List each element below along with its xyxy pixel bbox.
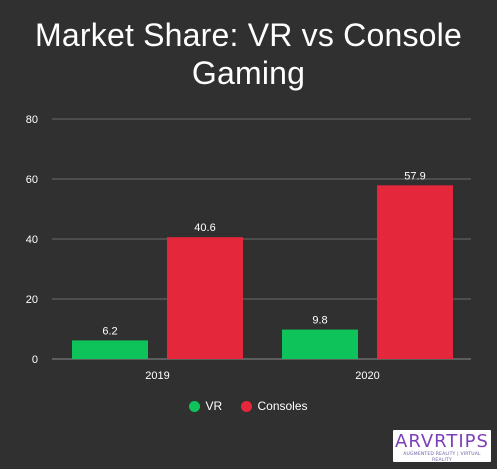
y-tick-label-80: 80 [26, 114, 38, 126]
bar-vr-2020 [282, 329, 358, 359]
legend-item-vr[interactable]: VR [189, 398, 222, 414]
chart-title: Market Share: VR vs Console Gaming [0, 16, 497, 92]
chart-title-line-1: Market Share: VR vs Console [35, 17, 462, 53]
bars [72, 185, 453, 359]
chart-legend: VR Consoles [0, 398, 497, 416]
y-tick-label-20: 20 [26, 294, 38, 306]
bar-consoles-2019 [167, 237, 243, 359]
consoles-swatch-icon [241, 400, 253, 412]
logo-text: ARVRTIPS [395, 431, 489, 452]
bar-vr-2019 [72, 340, 148, 359]
data-labels: 6.2 40.6 9.8 57.9 [102, 170, 425, 337]
data-label-vr-2019: 6.2 [102, 325, 117, 337]
y-tick-label-60: 60 [26, 174, 38, 186]
data-label-vr-2020: 9.8 [312, 315, 327, 327]
y-tick-label-0: 0 [32, 354, 38, 366]
logo-tagline: AUGMENTED REALITY | VIRTUAL REALITY [403, 452, 481, 462]
bar-consoles-2020 [377, 185, 453, 359]
data-label-consoles-2019: 40.6 [194, 222, 215, 234]
x-axis-tick-labels: 2019 2020 [145, 370, 379, 382]
vr-swatch-icon [189, 400, 201, 412]
x-tick-label-2020: 2020 [355, 370, 379, 382]
arvrtips-logo: ARVRTIPS AUGMENTED REALITY | VIRTUAL REA… [393, 430, 491, 462]
x-tick-label-2019: 2019 [145, 370, 169, 382]
legend-item-consoles[interactable]: Consoles [241, 398, 308, 414]
legend-label-vr: VR [205, 399, 223, 413]
chart-title-line-2: Gaming [191, 55, 306, 91]
y-tick-label-40: 40 [26, 234, 38, 246]
data-label-consoles-2020: 57.9 [404, 170, 425, 182]
legend-label-consoles: Consoles [257, 399, 308, 413]
y-axis-tick-labels: 0 20 40 60 80 [26, 114, 38, 366]
